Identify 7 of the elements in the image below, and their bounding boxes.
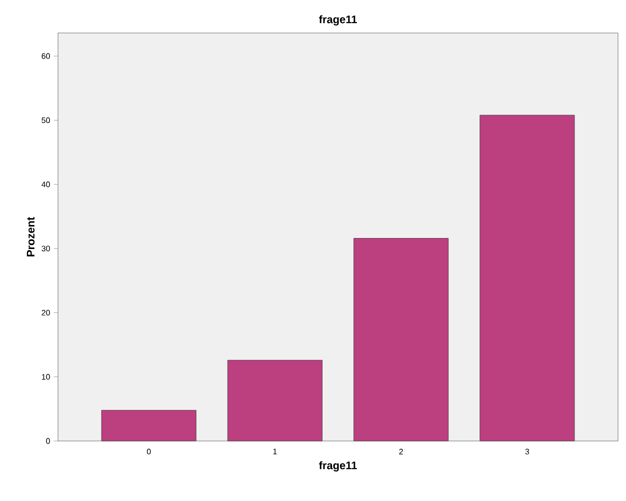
x-axis-title: frage11: [319, 461, 357, 472]
y-axis-title: Prozent: [26, 217, 35, 256]
bar: [354, 238, 449, 442]
bar: [101, 410, 196, 442]
bar: [480, 114, 575, 442]
chart-title: frage11: [319, 15, 357, 26]
bar: [227, 360, 322, 442]
